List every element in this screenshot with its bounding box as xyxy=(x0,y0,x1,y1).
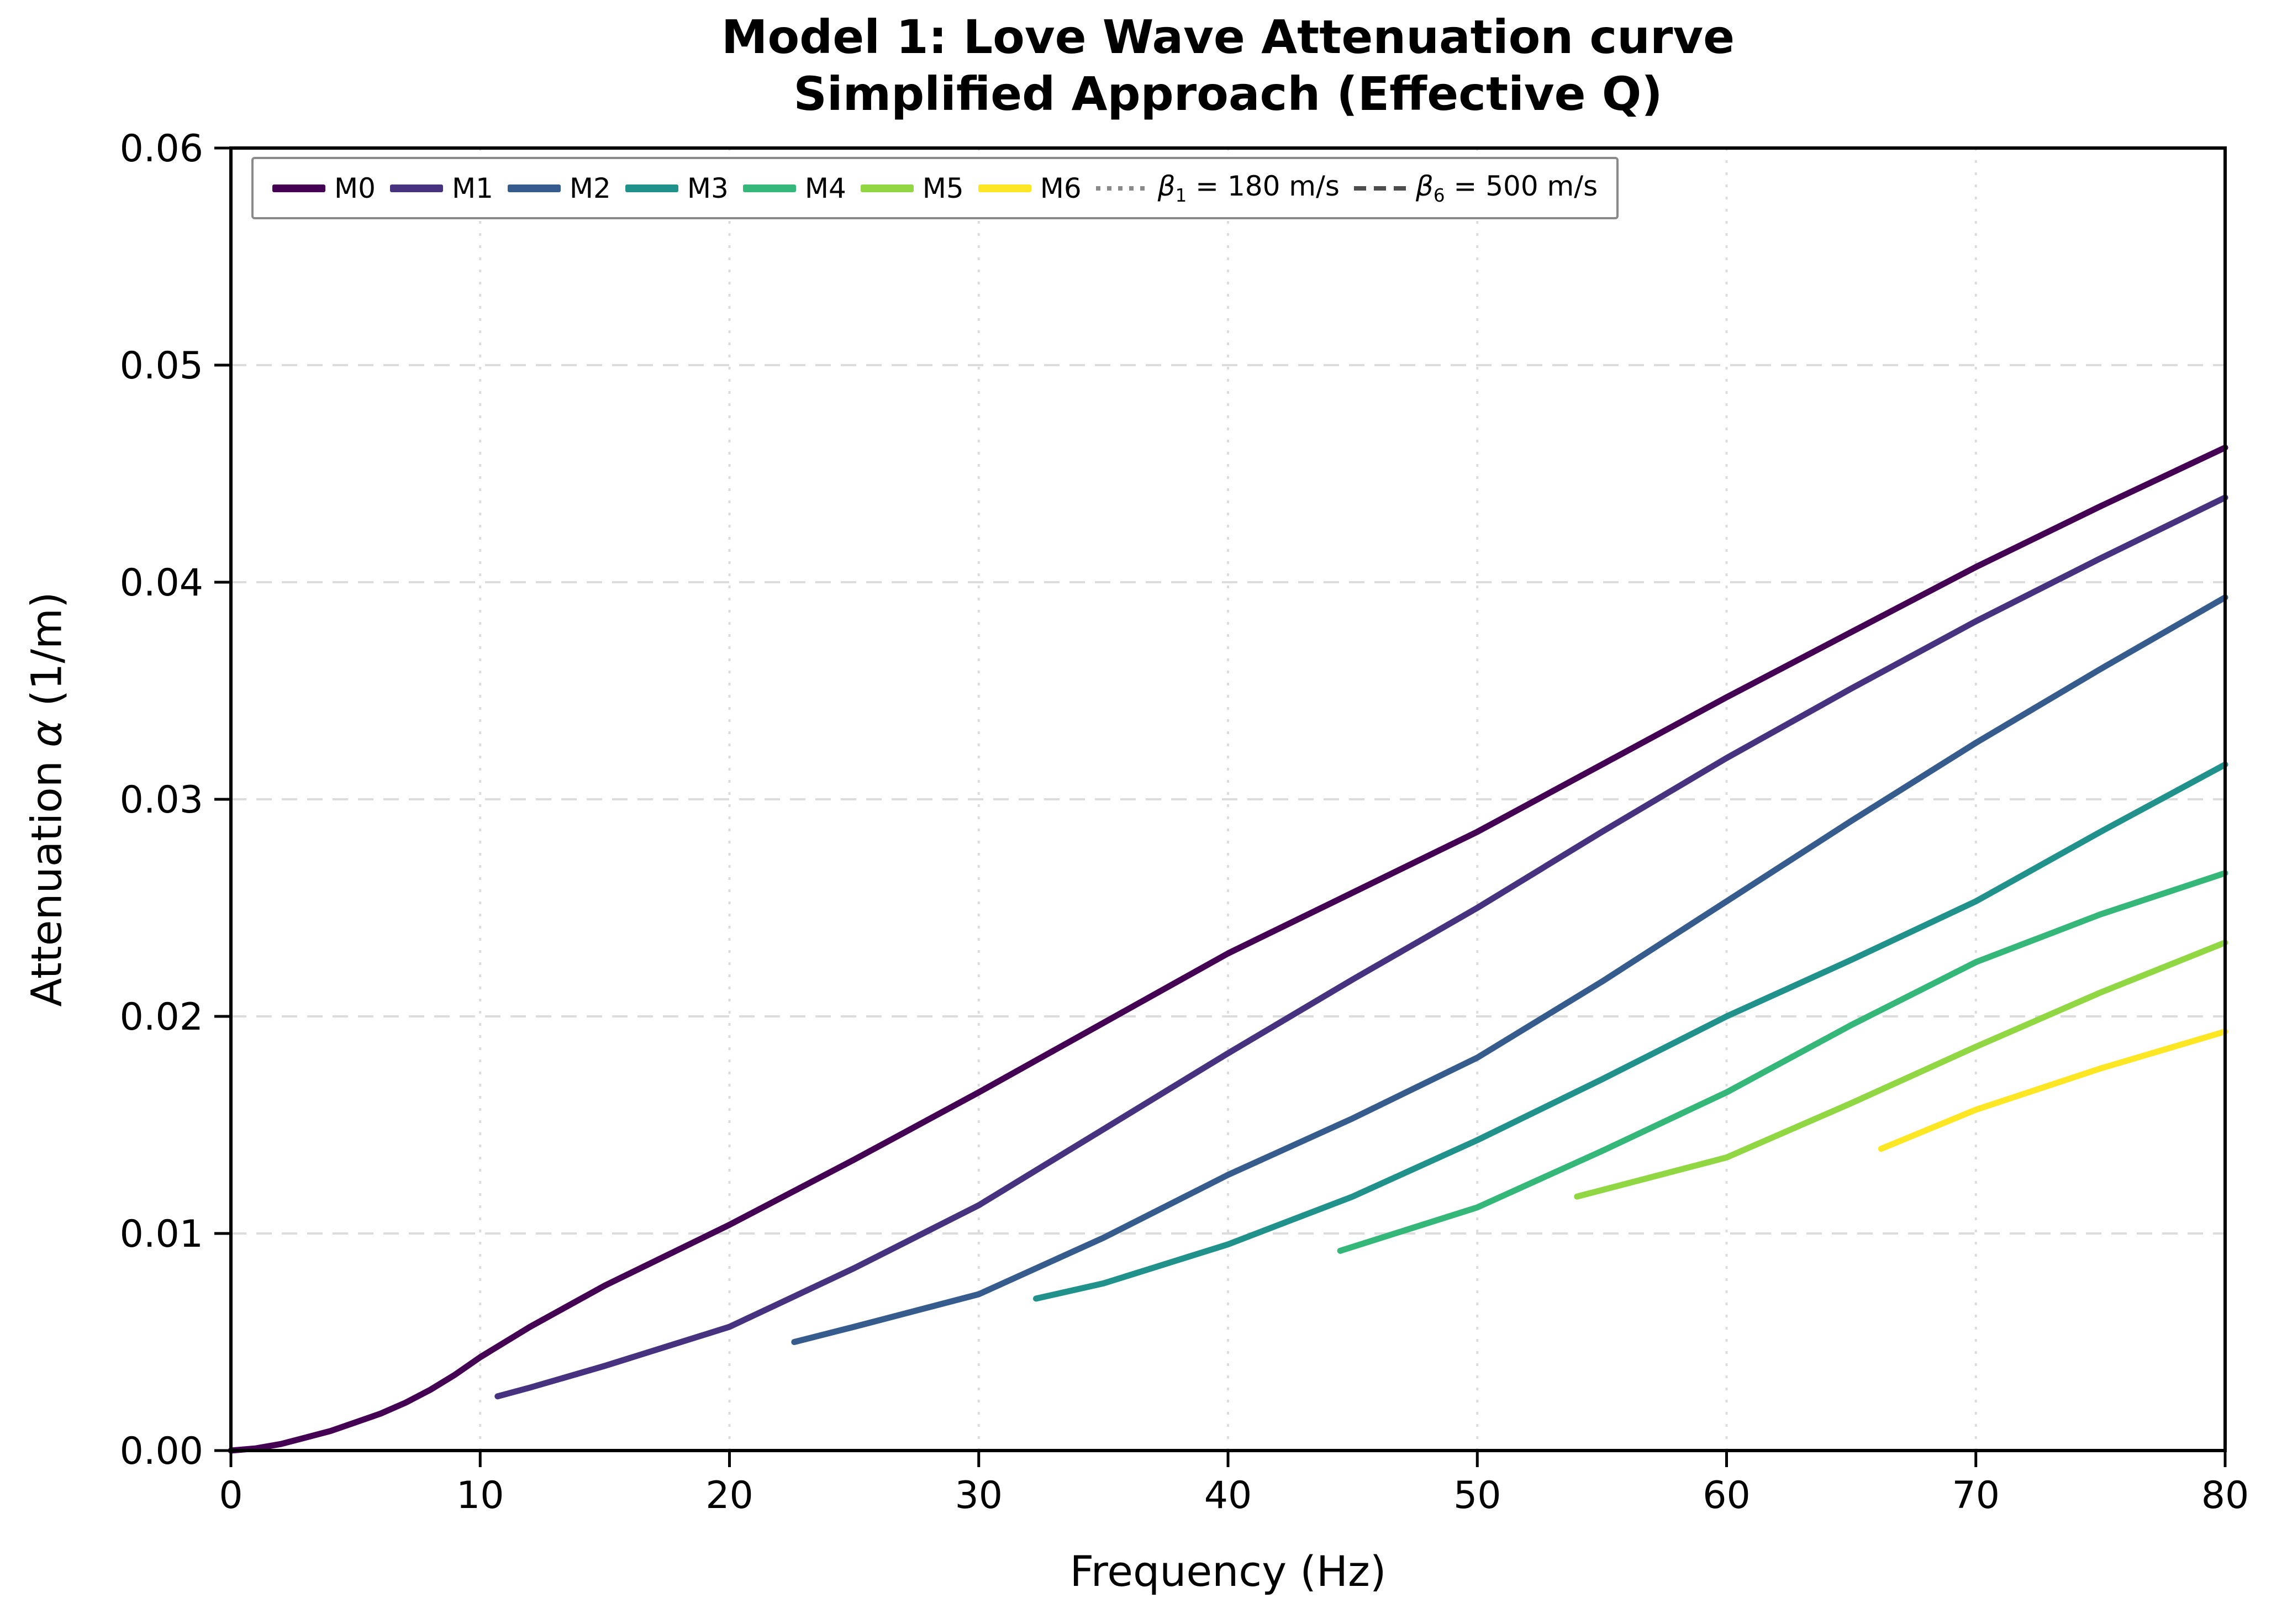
beta-value-text: = 500 m/s xyxy=(1445,170,1598,202)
y-tick-label-0.02: 0.02 xyxy=(120,995,203,1039)
legend-label-M3: M3 xyxy=(687,172,729,204)
legend-item-beta1: β1 = 180 m/s xyxy=(1095,170,1340,206)
curve-M4 xyxy=(1337,870,2228,1254)
legend-label-M4: M4 xyxy=(804,172,846,204)
legend-item-M6: M6 xyxy=(978,172,1082,204)
chart-title-line2: Simplified Approach (Effective Q) xyxy=(793,67,1663,122)
legend-box: M0 M1 M2 M3 M4 M5 M6 β1 = 180 m/s β6 = 500 m/s xyxy=(251,157,1619,219)
legend-line-icon-M1 xyxy=(389,184,443,192)
x-tick-label-50: 50 xyxy=(1453,1474,1501,1517)
beta-subscript: 6 xyxy=(1433,185,1445,206)
legend-line-icon-M4 xyxy=(742,184,796,192)
beta-value-text: = 180 m/s xyxy=(1187,170,1340,202)
legend-item-M5: M5 xyxy=(860,172,964,204)
legend-item-M2: M2 xyxy=(507,172,611,204)
y-tick-label-0.03: 0.03 xyxy=(120,778,203,822)
legend-label-beta1: β1 = 180 m/s xyxy=(1158,170,1340,206)
x-tick-label-60: 60 xyxy=(1703,1474,1751,1517)
y-axis-label: Attenuation α (1/m) xyxy=(22,592,71,1006)
dashed-line-icon-beta6 xyxy=(1353,186,1407,191)
x-tick-label-30: 30 xyxy=(955,1474,1003,1517)
curve-M5 xyxy=(1574,939,2228,1200)
beta-subscript: 1 xyxy=(1175,185,1187,206)
legend-label-M0: M0 xyxy=(334,172,376,204)
x-tick-label-40: 40 xyxy=(1204,1474,1252,1517)
legend-line-icon-M0 xyxy=(272,184,325,192)
y-tick-label-0.06: 0.06 xyxy=(120,127,203,171)
legend-item-M3: M3 xyxy=(625,172,729,204)
y-tick-label-0.04: 0.04 xyxy=(120,561,203,605)
x-tick-label-80: 80 xyxy=(2201,1474,2249,1517)
x-tick-label-70: 70 xyxy=(1952,1474,2000,1517)
chart-title: Model 1: Love Wave Attenuation curve Sim… xyxy=(231,9,2225,123)
legend-item-M0: M0 xyxy=(272,172,376,204)
alpha-symbol: α xyxy=(22,719,71,747)
beta-symbol: β xyxy=(1415,170,1434,202)
x-tick-label-20: 20 xyxy=(705,1474,753,1517)
legend-label-M5: M5 xyxy=(922,172,964,204)
y-axis-label-prefix: Attenuation xyxy=(22,747,71,1007)
curve-M2 xyxy=(791,594,2228,1345)
y-axis-label-suffix: (1/m) xyxy=(22,592,71,720)
legend-line-icon-M2 xyxy=(507,184,561,192)
legend-label-M1: M1 xyxy=(451,172,493,204)
x-tick-label-0: 0 xyxy=(219,1474,243,1517)
curve-M1 xyxy=(494,494,2228,1400)
legend-item-M4: M4 xyxy=(742,172,846,204)
legend-label-M2: M2 xyxy=(569,172,611,204)
curve-M0 xyxy=(228,444,2228,1454)
legend-item-M1: M1 xyxy=(389,172,493,204)
beta-symbol: β xyxy=(1157,170,1176,202)
legend-label-M6: M6 xyxy=(1040,172,1082,204)
x-axis-label: Frequency (Hz) xyxy=(1069,1547,1387,1596)
dotted-line-icon-beta1 xyxy=(1095,186,1149,191)
y-tick-label-0.00: 0.00 xyxy=(120,1430,203,1473)
y-tick-label-0.01: 0.01 xyxy=(120,1212,203,1256)
curve-M6 xyxy=(1878,1029,2228,1152)
legend-line-icon-M5 xyxy=(860,184,914,192)
legend-item-beta6: β6 = 500 m/s xyxy=(1353,170,1598,206)
x-tick-label-10: 10 xyxy=(456,1474,504,1517)
curve-M3 xyxy=(1033,761,2228,1302)
y-tick-label-0.05: 0.05 xyxy=(120,344,203,388)
legend-line-icon-M6 xyxy=(978,184,1031,192)
legend-label-beta6: β6 = 500 m/s xyxy=(1416,170,1598,206)
chart-title-line1: Model 1: Love Wave Attenuation curve xyxy=(721,10,1735,64)
legend-line-icon-M3 xyxy=(625,184,678,192)
